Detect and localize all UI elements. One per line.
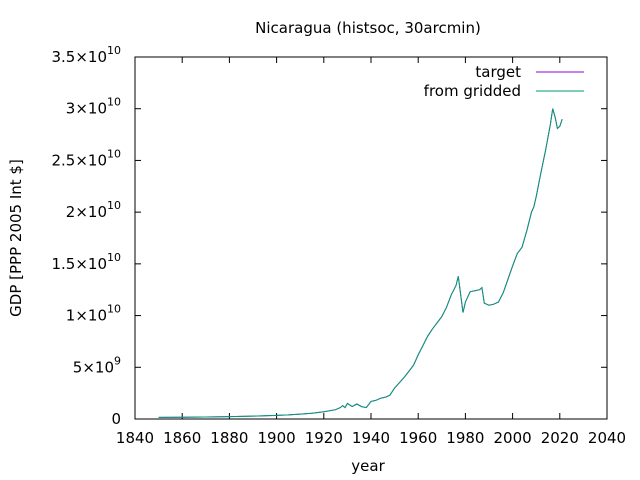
y-tick-mantissa: 0 — [111, 410, 121, 428]
x-tick-label: 2040 — [588, 429, 626, 447]
y-tick-mantissa: 1.5×10 — [51, 255, 107, 273]
y-tick-label: 3×1010 — [66, 96, 121, 118]
legend-label: from gridded — [424, 82, 521, 100]
x-tick-label: 1880 — [210, 429, 248, 447]
y-tick-label: 1.5×1010 — [51, 251, 121, 273]
y-tick-exponent: 10 — [107, 251, 121, 264]
y-tick-label: 3.5×1010 — [51, 44, 121, 66]
y-tick-exponent: 10 — [107, 44, 121, 57]
x-tick-label: 1960 — [399, 429, 437, 447]
axis-ticks — [134, 56, 608, 420]
series-line-target — [158, 108, 563, 418]
x-tick-label: 1900 — [258, 429, 296, 447]
y-axis-label: GDP [PPP 2005 Int $] — [7, 159, 25, 317]
y-tick-label: 5×109 — [73, 354, 121, 376]
x-tick-label: 1980 — [446, 429, 484, 447]
y-tick-exponent: 10 — [107, 303, 121, 316]
x-tick-label: 2020 — [541, 429, 579, 447]
y-tick-mantissa: 2.5×10 — [51, 151, 107, 169]
x-tick-label: 2000 — [494, 429, 532, 447]
chart-title: Nicaragua (histsoc, 30arcmin) — [255, 19, 481, 37]
y-tick-mantissa: 3×10 — [66, 100, 107, 118]
x-axis-label: year — [351, 457, 385, 475]
y-tick-exponent: 10 — [107, 199, 121, 212]
y-tick-mantissa: 3.5×10 — [51, 48, 107, 66]
y-tick-label: 1×1010 — [66, 303, 121, 325]
series-lines — [158, 108, 563, 418]
x-tick-label: 1840 — [116, 429, 154, 447]
y-tick-label: 0 — [111, 410, 121, 428]
x-tick-label: 1940 — [352, 429, 390, 447]
series-line-from-gridded — [158, 108, 563, 418]
legend-label: target — [475, 63, 521, 81]
y-tick-exponent: 10 — [107, 96, 121, 109]
x-tick-label: 1860 — [163, 429, 201, 447]
x-tick-label: 1920 — [305, 429, 343, 447]
y-tick-exponent: 10 — [107, 147, 121, 160]
y-tick-mantissa: 5×10 — [73, 358, 114, 376]
y-tick-exponent: 9 — [114, 354, 121, 367]
y-tick-label: 2×1010 — [66, 199, 121, 221]
plot-frame — [134, 56, 608, 420]
y-tick-label: 2.5×1010 — [51, 147, 121, 169]
y-tick-mantissa: 2×10 — [66, 203, 107, 221]
y-tick-mantissa: 1×10 — [66, 307, 107, 325]
tick-labels: 1840 1860 1880 1900 1920 1940 1960 1980 2000 2020… — [51, 44, 626, 447]
